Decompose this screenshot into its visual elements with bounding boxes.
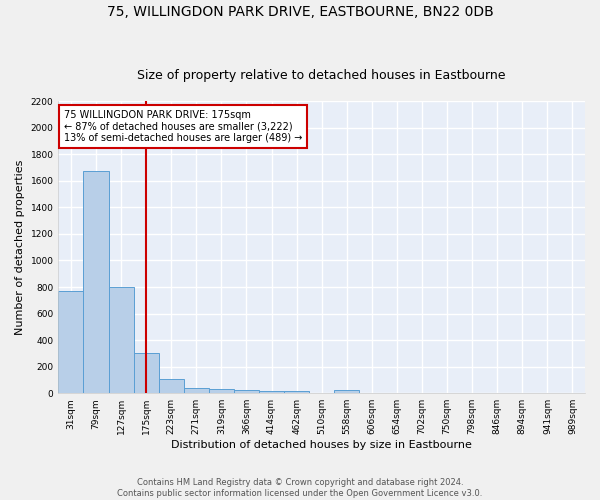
Bar <box>284 390 309 393</box>
X-axis label: Distribution of detached houses by size in Eastbourne: Distribution of detached houses by size … <box>171 440 472 450</box>
Text: 75, WILLINGDON PARK DRIVE, EASTBOURNE, BN22 0DB: 75, WILLINGDON PARK DRIVE, EASTBOURNE, B… <box>107 5 493 19</box>
Bar <box>159 378 184 393</box>
Bar <box>58 291 83 393</box>
Y-axis label: Number of detached properties: Number of detached properties <box>15 160 25 335</box>
Bar <box>83 171 109 393</box>
Bar <box>334 390 359 393</box>
Bar <box>209 389 234 393</box>
Bar <box>134 354 159 393</box>
Bar <box>234 390 259 393</box>
Text: Contains HM Land Registry data © Crown copyright and database right 2024.
Contai: Contains HM Land Registry data © Crown c… <box>118 478 482 498</box>
Bar <box>184 388 209 393</box>
Bar <box>259 390 284 393</box>
Bar <box>109 287 134 393</box>
Title: Size of property relative to detached houses in Eastbourne: Size of property relative to detached ho… <box>137 69 506 82</box>
Text: 75 WILLINGDON PARK DRIVE: 175sqm
← 87% of detached houses are smaller (3,222)
13: 75 WILLINGDON PARK DRIVE: 175sqm ← 87% o… <box>64 110 302 143</box>
